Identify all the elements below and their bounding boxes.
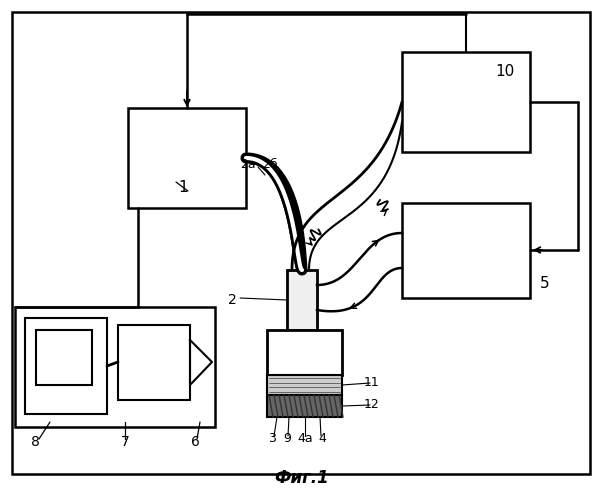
Text: 3: 3 [268,432,276,446]
Bar [402,52,530,152]
Text: 9: 9 [283,432,291,446]
Text: Фиг.1: Фиг.1 [275,469,329,487]
Text: 6: 6 [191,435,199,449]
Bar [118,325,190,400]
Bar [25,318,107,414]
Text: 8: 8 [31,435,39,449]
Text: 2: 2 [228,293,236,307]
Bar [402,203,530,298]
Text: 4а: 4а [297,432,313,446]
Text: 7: 7 [121,435,129,449]
Text: 5: 5 [540,276,550,290]
Text: 11: 11 [364,376,380,390]
Text: 2а: 2а [240,158,256,172]
Bar [128,108,246,208]
Text: 2б: 2б [262,158,278,172]
Bar [267,330,342,375]
Text: 1: 1 [178,180,188,196]
Bar [36,330,92,385]
Text: 10: 10 [495,64,515,80]
Text: 12: 12 [364,398,380,411]
Bar [267,395,342,417]
Bar [267,375,342,395]
Bar [15,307,215,427]
Text: 4: 4 [318,432,326,446]
Bar [287,270,317,330]
